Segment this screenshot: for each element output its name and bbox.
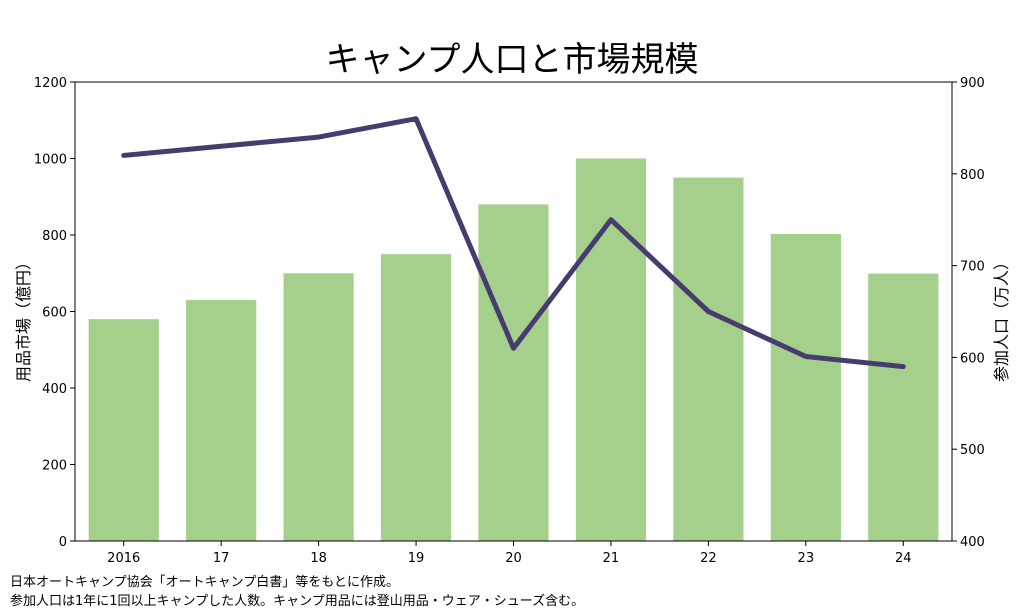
- bar-2016: [88, 319, 159, 541]
- bar-23: [770, 233, 841, 542]
- x-tick-label: 19: [408, 551, 425, 566]
- footnotes: 日本オートキャンプ協会「オートキャンプ白書」等をもとに作成。 参加人口は1年に1…: [10, 573, 584, 611]
- y-left-tick-label: 1000: [34, 153, 67, 168]
- footnote-source: 日本オートキャンプ協会「オートキャンプ白書」等をもとに作成。: [10, 575, 399, 590]
- bar-series: [88, 158, 939, 542]
- y-right-tick-label: 400: [960, 535, 985, 550]
- bar-20: [478, 204, 549, 541]
- x-tick-label: 24: [895, 551, 912, 566]
- y-axis-label-right: 参加人口（万人）: [992, 253, 1011, 383]
- x-tick-label: 2016: [107, 551, 140, 566]
- y-left-tick-label: 800: [42, 229, 67, 244]
- x-tick-label: 23: [798, 551, 815, 566]
- bar-19: [380, 254, 452, 541]
- y-left-tick-label: 600: [42, 306, 67, 321]
- y-right-tick-label: 900: [960, 76, 985, 91]
- line-series: [121, 116, 906, 370]
- footnote-definition: 参加人口は1年に1回以上キャンプした人数。キャンプ用品には登山用品・ウェア・シュ…: [10, 594, 585, 609]
- y-right-tick-label: 700: [960, 260, 985, 275]
- y-right-tick-label: 800: [960, 168, 985, 183]
- x-tick-label: 18: [310, 551, 327, 566]
- y-axis-label-left: 用品市場（億円）: [14, 253, 33, 383]
- y-left-tick-label: 1200: [34, 76, 67, 91]
- x-tick-label: 20: [505, 551, 522, 566]
- y-right-tick-label: 500: [960, 443, 985, 458]
- x-tick-label: 22: [700, 551, 717, 566]
- bar-22: [673, 177, 744, 541]
- bar-17: [186, 300, 257, 541]
- bar-21: [575, 158, 647, 541]
- x-tick-label: 21: [603, 551, 620, 566]
- y-left-tick-label: 400: [42, 382, 67, 397]
- bar-24: [868, 273, 939, 541]
- chart-title: キャンプ人口と市場規模: [325, 40, 699, 80]
- x-tick-label: 17: [213, 551, 230, 566]
- y-left-tick-label: 200: [42, 459, 67, 474]
- y-right-tick-label: 600: [960, 351, 985, 366]
- axes: 0 200 400 600 800 1000 1200 400 500 600 700 800 900 2…: [34, 76, 985, 566]
- bar-18: [283, 273, 354, 541]
- y-left-tick-label: 0: [59, 535, 67, 550]
